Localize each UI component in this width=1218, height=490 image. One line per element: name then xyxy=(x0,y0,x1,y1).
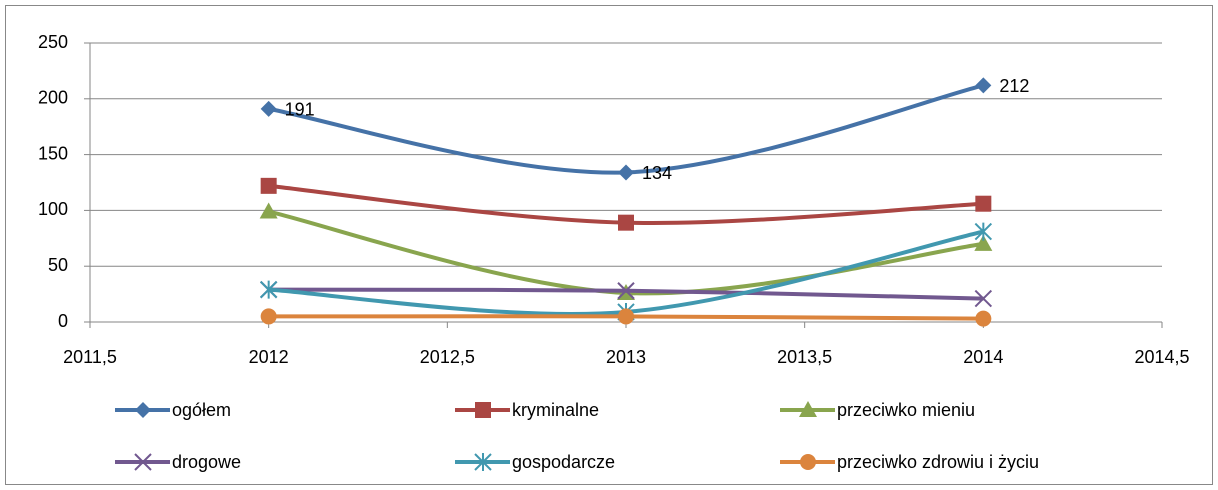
y-tick-label: 250 xyxy=(38,32,68,52)
x-tick-label: 2012,5 xyxy=(420,347,475,367)
series: 191 134 212 xyxy=(260,76,1029,183)
legend-item: kryminalne xyxy=(455,400,599,420)
legend-item: przeciwko zdrowiu i życiu xyxy=(780,452,1039,472)
marker xyxy=(975,310,992,327)
marker xyxy=(618,214,634,231)
marker xyxy=(974,234,993,251)
legend-label: drogowe xyxy=(172,452,241,472)
marker xyxy=(975,195,992,212)
marker xyxy=(975,77,992,94)
legend-item: drogowe xyxy=(115,452,241,472)
marker xyxy=(260,177,277,194)
legend-label: przeciwko zdrowiu i życiu xyxy=(837,452,1039,472)
marker xyxy=(617,282,635,300)
chart-frame xyxy=(5,5,1213,485)
x-tick-label: 2014,5 xyxy=(1134,347,1189,367)
y-tick-label: 200 xyxy=(38,88,68,108)
y-tick-label: 150 xyxy=(38,143,68,163)
y-tick-label: 0 xyxy=(58,311,68,331)
x-tick-label: 2011,5 xyxy=(63,347,117,367)
marker xyxy=(974,289,993,308)
marker xyxy=(259,280,278,299)
marker xyxy=(134,453,152,471)
marker xyxy=(260,308,277,325)
marker xyxy=(974,222,993,241)
series xyxy=(260,177,992,231)
marker xyxy=(474,453,492,471)
legend-label: przeciwko mieniu xyxy=(837,400,975,420)
legend-label: ogółem xyxy=(172,400,231,420)
legend-item: ogółem xyxy=(115,400,231,420)
series xyxy=(260,308,992,327)
x-tick-label: 2012 xyxy=(249,347,289,367)
x-tick-label: 2014 xyxy=(963,347,1003,367)
marker xyxy=(618,164,634,181)
marker xyxy=(135,402,151,418)
legend-item: przeciwko mieniu xyxy=(780,400,975,420)
y-tick-label: 50 xyxy=(48,255,68,275)
legend-item: gospodarcze xyxy=(455,452,615,472)
y-tick-label: 100 xyxy=(38,199,68,219)
marker xyxy=(618,308,634,325)
data-label: 134 xyxy=(642,163,672,183)
marker xyxy=(800,454,816,470)
x-tick-label: 2013,5 xyxy=(777,347,832,367)
marker xyxy=(259,202,278,219)
x-tick-label: 2013 xyxy=(606,347,646,367)
marker xyxy=(260,100,277,117)
data-label: 191 xyxy=(285,100,315,120)
marker xyxy=(799,401,817,417)
marker xyxy=(475,402,491,418)
legend-label: kryminalne xyxy=(512,400,599,420)
legend-label: gospodarcze xyxy=(512,452,615,472)
data-label: 212 xyxy=(999,76,1029,96)
